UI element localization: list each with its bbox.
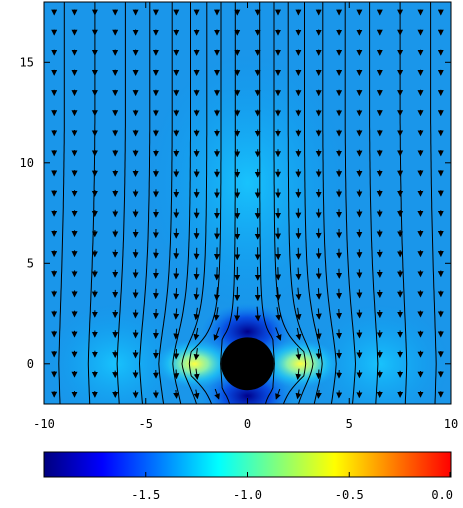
vector-arrow — [193, 287, 200, 301]
vector-arrow — [173, 328, 180, 340]
vector-arrow — [295, 267, 302, 281]
y-tick-label: 15 — [20, 55, 34, 69]
y-tick-label: 10 — [20, 156, 34, 170]
vector-arrow — [275, 267, 282, 281]
vector-arrow — [193, 348, 200, 361]
vector-arrow — [213, 287, 220, 301]
vector-arrow — [315, 308, 322, 320]
vector-arrow — [213, 267, 220, 281]
vector-arrow — [193, 368, 200, 380]
obstacle-disk — [221, 337, 274, 391]
x-tick-label: 5 — [346, 417, 353, 431]
vector-arrow — [295, 368, 302, 380]
vector-arrow — [295, 287, 302, 301]
vector-arrow — [295, 389, 302, 400]
vector-arrow — [315, 268, 322, 280]
x-tick-label: 0 — [244, 417, 251, 431]
vector-arrow — [193, 389, 200, 400]
vector-arrow — [173, 308, 180, 320]
vector-arrow — [173, 288, 180, 300]
vector-arrow — [315, 288, 322, 300]
plot-area: -10 -5 0 5 10 0 5 10 15 — [20, 1, 458, 431]
colorbar: -1.5 -1.0 -0.5 0.0 — [43, 451, 453, 502]
vector-arrow — [275, 287, 282, 301]
streamline-10 — [259, 2, 275, 404]
vector-arrow — [152, 308, 159, 320]
vector-arrow — [275, 388, 281, 400]
streamline-3 — [116, 2, 126, 404]
colorbar-tick-label: 0.0 — [431, 488, 453, 502]
vector-arrow — [213, 307, 220, 321]
vector-arrow — [295, 348, 302, 361]
streamline-5 — [158, 2, 173, 404]
streamline-7 — [181, 2, 208, 404]
vector-arrow — [193, 307, 200, 321]
vector-arrow — [234, 306, 241, 322]
streamline-17 — [399, 2, 408, 404]
y-tick-label: 0 — [27, 357, 34, 371]
vector-arrow — [213, 327, 220, 341]
vector-arrow — [254, 306, 261, 322]
streamline-2 — [87, 2, 96, 404]
streamline-9 — [220, 2, 236, 404]
colorbar-tick-label: -0.5 — [335, 488, 364, 502]
streamline-16 — [369, 2, 379, 404]
vector-arrow — [193, 267, 200, 281]
streamline-1 — [58, 2, 65, 404]
vector-arrow — [315, 389, 322, 399]
streamlines — [58, 2, 437, 404]
vector-arrow — [214, 388, 220, 400]
x-tick-label: 10 — [444, 417, 458, 431]
vector-arrows — [51, 9, 444, 400]
streamline-14 — [322, 2, 337, 404]
vector-arrow — [315, 328, 322, 340]
y-tick-label: 5 — [27, 256, 34, 270]
vector-arrow — [275, 307, 282, 321]
x-tick-label: -10 — [33, 417, 55, 431]
streamline-8 — [188, 2, 222, 404]
vector-arrow — [275, 327, 282, 341]
streamline-12 — [287, 2, 314, 404]
colorbar-tick-label: -1.0 — [233, 488, 262, 502]
streamline-18 — [430, 2, 437, 404]
vector-arrow — [193, 327, 200, 341]
field-north-pole — [200, 303, 295, 361]
vector-arrow — [152, 288, 159, 300]
streamline-4 — [138, 2, 151, 404]
vector-arrow — [173, 268, 180, 280]
vector-arrow — [295, 327, 302, 341]
x-axis-ticks: -10 -5 0 5 10 — [33, 2, 458, 431]
vector-arrow — [295, 307, 302, 321]
x-tick-label: -5 — [139, 417, 153, 431]
vector-arrow — [173, 389, 180, 399]
streamline-15 — [344, 2, 357, 404]
colorbar-tick-label: -1.5 — [131, 488, 160, 502]
streamline-11 — [273, 2, 307, 404]
vector-arrow — [336, 308, 343, 320]
y-axis-ticks: 0 5 10 15 — [20, 55, 451, 371]
colorbar-ticks: -1.5 -1.0 -0.5 0.0 — [131, 472, 453, 502]
vector-arrow — [336, 288, 343, 300]
